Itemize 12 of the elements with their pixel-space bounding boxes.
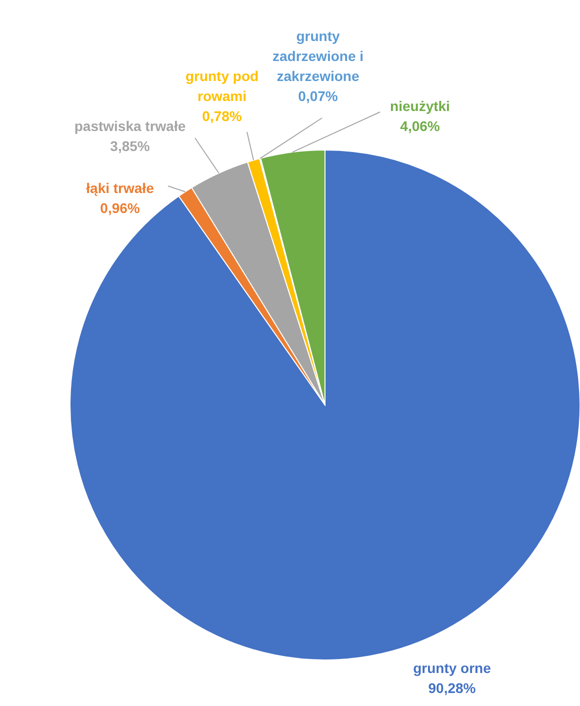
slice-label: pastwiska trwałe [74, 118, 186, 134]
data-label: 4,06% [400, 118, 440, 134]
data-label: 0,07% [298, 88, 338, 104]
data-label: 3,85% [110, 138, 150, 154]
data-label: 0,96% [100, 200, 140, 216]
slice-label: grunty zadrzewione i zakrzewione [272, 28, 364, 84]
slice-label: grunty orne [413, 660, 492, 676]
data-label: 0,78% [202, 108, 242, 124]
slice-label: łąki trwałe [86, 180, 154, 196]
slice-label: nieużytki [390, 98, 450, 114]
slice-label: grunty pod rowami [185, 68, 259, 104]
data-label: 90,28% [428, 680, 476, 696]
